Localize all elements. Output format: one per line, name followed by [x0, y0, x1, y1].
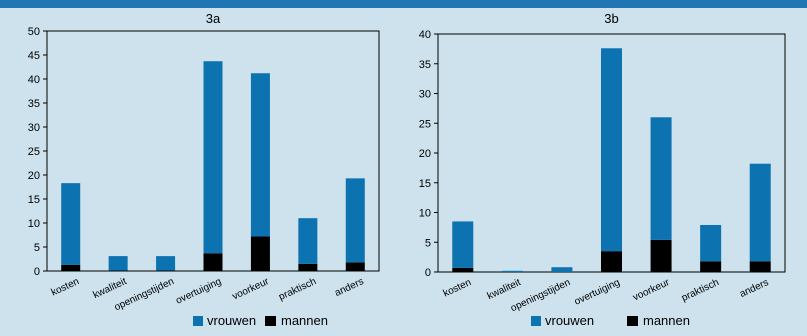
x-tick-label: voorkeur [231, 276, 272, 303]
x-tick-label: kosten [442, 277, 473, 299]
bar-vrouwen [156, 256, 176, 271]
x-tick-label: voorkeur [631, 277, 672, 304]
chart-title: 3b [604, 11, 618, 26]
legend-swatch-mannen [627, 316, 638, 326]
y-tick-label: 25 [28, 146, 40, 158]
y-tick-label: 10 [28, 218, 40, 230]
y-tick-label: 40 [28, 74, 40, 86]
y-tick-label: 15 [419, 178, 431, 190]
top-band [0, 0, 807, 8]
legend-swatch-mannen [265, 316, 276, 326]
bar-vrouwen [61, 183, 81, 265]
x-tick-label: anders [738, 277, 770, 300]
bar-mannen [452, 267, 474, 272]
bar-mannen [250, 236, 270, 271]
y-tick-label: 5 [425, 237, 431, 249]
x-tick-label: kwaliteit [486, 277, 523, 302]
legend-label-mannen: mannen [281, 313, 328, 328]
bar-vrouwen [650, 117, 672, 240]
y-tick-label: 20 [419, 148, 431, 160]
bar-vrouwen [250, 73, 270, 237]
bar-vrouwen [501, 270, 523, 272]
y-tick-label: 15 [28, 194, 40, 206]
x-tick-label: overtuiging [573, 277, 622, 308]
y-tick-label: 5 [34, 242, 40, 254]
y-tick-label: 45 [28, 50, 40, 62]
y-tick-label: 35 [28, 98, 40, 110]
y-tick-label: 25 [419, 118, 431, 130]
y-tick-label: 10 [419, 208, 431, 220]
bar-mannen [749, 261, 771, 272]
bar-vrouwen [601, 48, 622, 252]
bar-mannen [601, 251, 622, 272]
y-tick-label: 40 [419, 29, 431, 41]
bar-vrouwen [551, 267, 573, 272]
x-tick-label: overtuiging [174, 276, 223, 307]
bar-vrouwen [203, 61, 223, 254]
x-tick-label: praktisch [680, 277, 721, 304]
chart-title: 3a [206, 11, 221, 26]
y-tick-label: 30 [419, 89, 431, 101]
bar-vrouwen [749, 163, 771, 262]
bar-mannen [298, 263, 318, 271]
y-tick-label: 30 [28, 122, 40, 134]
legend-label-mannen: mannen [643, 313, 690, 328]
legend-label-vrouwen: vrouwen [207, 313, 256, 328]
x-tick-label: anders [333, 276, 365, 299]
bar-vrouwen [700, 224, 722, 262]
bar-mannen [345, 262, 365, 271]
y-tick-label: 35 [419, 59, 431, 71]
y-tick-label: 20 [28, 170, 40, 182]
bar-vrouwen [298, 218, 318, 264]
x-tick-label: kosten [50, 276, 81, 298]
bar-mannen [700, 261, 722, 272]
bar-vrouwen [108, 256, 128, 271]
y-tick-label: 50 [28, 26, 40, 38]
y-tick-label: 0 [425, 267, 431, 279]
bar-vrouwen [452, 221, 474, 268]
bar-mannen [61, 264, 81, 271]
x-tick-label: praktisch [277, 276, 318, 303]
bar-vrouwen [345, 178, 365, 263]
y-tick-label: 0 [34, 266, 40, 278]
x-tick-label: kwaliteit [91, 276, 128, 301]
legend-label-vrouwen: vrouwen [545, 313, 594, 328]
legend-swatch-vrouwen [193, 316, 203, 326]
legend-swatch-vrouwen [531, 316, 541, 326]
bar-mannen [203, 253, 223, 271]
bar-mannen [650, 239, 672, 272]
